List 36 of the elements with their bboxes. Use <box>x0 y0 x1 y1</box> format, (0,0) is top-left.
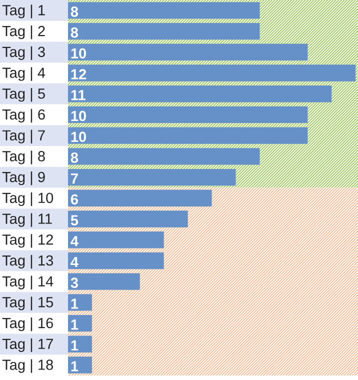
data-label: 1 <box>71 361 78 372</box>
data-label: 5 <box>70 215 78 226</box>
y-tick-label: Tag | 18 <box>2 359 54 373</box>
y-tick-label: Tag | 4 <box>2 67 46 81</box>
data-label: 10 <box>71 132 86 142</box>
y-tick-label: Tag | 9 <box>2 172 45 186</box>
data-label: 7 <box>71 174 78 184</box>
y-tick-label: Tag | 16 <box>2 318 54 332</box>
y-tick-label: Tag | 14 <box>2 276 54 290</box>
y-tick-label: Tag | 17 <box>2 338 53 352</box>
y-tick-label: Tag | 7 <box>2 130 45 144</box>
y-tick-label: Tag | 12 <box>2 234 53 248</box>
y-tick-label: Tag | 10 <box>2 192 54 206</box>
y-tick-label: Tag | 13 <box>2 254 54 269</box>
data-label: 10 <box>71 48 86 59</box>
data-label: 8 <box>70 27 78 38</box>
data-label: 10 <box>71 110 86 122</box>
data-label: 1 <box>71 320 78 330</box>
data-label: 1 <box>71 340 78 350</box>
y-tick-label: Tag | 3 <box>2 46 45 60</box>
y-tick-label: Tag | 1 <box>2 4 45 18</box>
data-label: 11 <box>71 90 86 100</box>
data-label: 6 <box>70 194 78 205</box>
data-label: 8 <box>70 6 78 17</box>
data-label: 4 <box>70 236 78 246</box>
y-tick-label: Tag | 11 <box>2 213 52 227</box>
y-tick-label: Tag | 8 <box>2 150 45 164</box>
y-tick-label: Tag | 15 <box>2 296 54 310</box>
y-tick-label: Tag | 5 <box>2 88 45 102</box>
data-label: 8 <box>70 152 78 163</box>
data-label: 12 <box>71 69 86 80</box>
y-tick-label: Tag | 2 <box>2 26 45 40</box>
data-label: 1 <box>71 298 78 309</box>
data-label: 4 <box>70 256 78 267</box>
data-label: 3 <box>70 278 78 288</box>
y-tick-label: Tag | 6 <box>2 108 45 123</box>
